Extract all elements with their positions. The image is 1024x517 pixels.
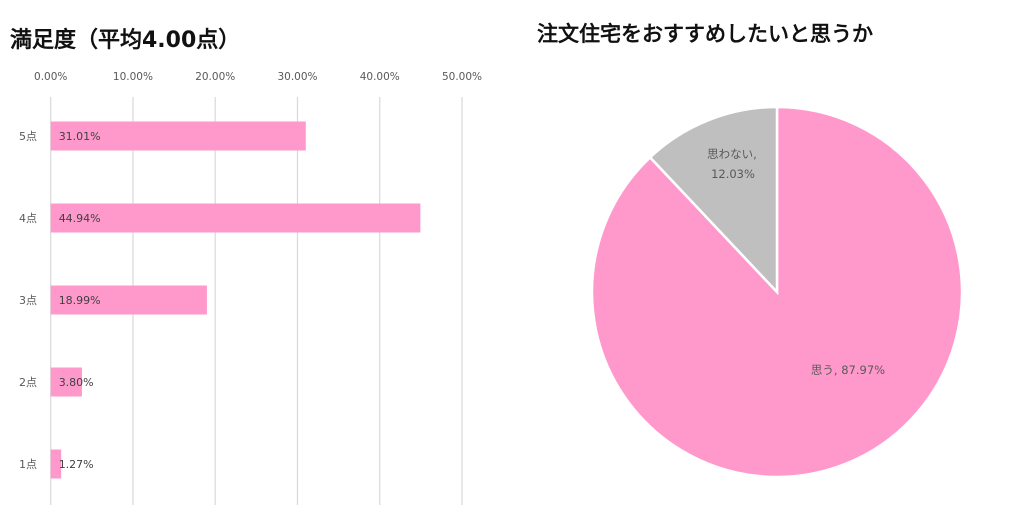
pie-data-label: 12.03% (711, 167, 755, 181)
x-tick-label: 10.00% (113, 71, 153, 83)
pie-chart-title: 注文住宅をおすすめしたいと思うか (537, 22, 873, 46)
bar (50, 285, 207, 315)
x-tick-label: 30.00% (277, 71, 317, 83)
data-label: 31.01% (59, 130, 101, 143)
category-label: 1点 (19, 458, 37, 471)
x-tick-label: 50.00% (442, 71, 482, 83)
bar (50, 449, 62, 479)
pie-data-label: 思わない, (707, 147, 757, 161)
x-tick-label: 0.00% (34, 71, 67, 83)
x-tick-label: 40.00% (360, 71, 400, 83)
category-label: 5点 (19, 130, 37, 143)
data-label: 18.99% (59, 294, 101, 307)
category-label: 2点 (19, 376, 37, 389)
category-label: 3点 (19, 294, 37, 307)
bar (50, 121, 306, 151)
data-label: 1.27% (59, 458, 94, 471)
category-label: 4点 (19, 212, 37, 225)
pie-data-label: 思う, 87.97% (811, 363, 885, 377)
data-label: 44.94% (59, 212, 101, 225)
x-tick-label: 20.00% (195, 71, 235, 83)
pie-slice (648, 105, 779, 296)
bar (50, 203, 421, 233)
bar-chart-title: 満足度（平均4.00点） (10, 28, 241, 53)
data-label: 3.80% (59, 376, 94, 389)
bar (50, 367, 82, 397)
